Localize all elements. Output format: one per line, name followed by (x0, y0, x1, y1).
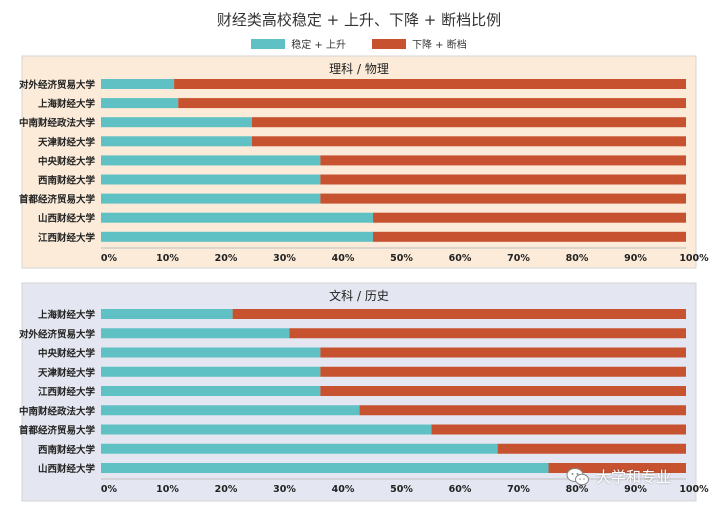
bar-decline (320, 174, 686, 185)
x-tick-label: 10% (156, 253, 179, 264)
category-label: 上海财经大学 (38, 309, 96, 321)
category-label: 山西财经大学 (38, 213, 96, 225)
bar-decline (497, 443, 686, 454)
category-label: 西南财经大学 (38, 444, 96, 456)
bar-decline (251, 117, 686, 128)
x-tick-label: 20% (215, 484, 238, 495)
bar-decline (320, 193, 686, 204)
bar-stable (101, 193, 321, 204)
bar-decline (373, 231, 686, 242)
chart-title: 财经类高校稳定 + 上升、下降 + 断档比例 (216, 11, 502, 29)
x-tick-label: 80% (566, 484, 589, 495)
bar-stable (101, 328, 290, 339)
legend: 稳定 + 上升 下降 + 断档 (0, 36, 718, 51)
bar-stable (101, 443, 498, 454)
legend-label-decline: 下降 + 断档 (412, 40, 467, 51)
x-tick-label: 60% (449, 484, 472, 495)
category-label: 江西财经大学 (38, 386, 96, 398)
bar-stable (101, 155, 321, 166)
x-tick-label: 40% (332, 484, 355, 495)
bar-stable (101, 174, 321, 185)
chart-panel-1: 理科 / 物理对外经济贸易大学上海财经大学中南财经政法大学天津财经大学中央财经大… (19, 55, 709, 269)
legend-item-decline: 下降 + 断档 (372, 36, 467, 51)
category-label: 江西财经大学 (38, 232, 96, 244)
bar-decline (320, 155, 686, 166)
panel-title: 理科 / 物理 (329, 62, 389, 76)
bar-decline (431, 424, 686, 435)
x-tick-label: 50% (390, 484, 413, 495)
bar-decline (548, 463, 686, 473)
bar-decline (178, 98, 686, 109)
chart-panel-2: 文科 / 历史上海财经大学对外经济贸易大学中央财经大学天津财经大学江西财经大学中… (19, 282, 709, 502)
x-tick-label: 20% (215, 253, 238, 264)
bar-decline (373, 212, 686, 223)
watermark-text: 大学和专业 (596, 468, 672, 486)
watermark: 大学和专业 (566, 466, 671, 487)
bar-stable (101, 386, 321, 396)
bar-decline (232, 309, 686, 319)
bar-decline (359, 405, 686, 416)
bar-decline (174, 79, 686, 89)
category-label: 首都经济贸易大学 (19, 194, 96, 206)
bar-decline (320, 347, 686, 358)
bar-decline (320, 366, 686, 377)
category-label: 中南财经政法大学 (19, 405, 96, 417)
bar-stable (101, 463, 549, 473)
x-tick-label: 50% (390, 253, 413, 264)
category-label: 天津财经大学 (38, 136, 96, 148)
x-tick-label: 30% (273, 484, 296, 495)
bar-decline (251, 136, 686, 147)
bar-stable (101, 366, 321, 377)
x-tick-label: 10% (156, 484, 179, 495)
category-label: 中央财经大学 (38, 155, 96, 167)
category-label: 对外经济贸易大学 (19, 79, 96, 91)
wechat-icon (566, 467, 589, 485)
legend-label-stable: 稳定 + 上升 (291, 40, 346, 51)
bar-decline (289, 328, 686, 339)
bar-stable (101, 212, 374, 223)
x-tick-label: 80% (566, 253, 589, 264)
x-tick-label: 0% (101, 253, 118, 264)
x-tick-label: 100% (679, 484, 709, 495)
legend-swatch-stable (251, 38, 286, 49)
x-tick-label: 0% (101, 484, 118, 495)
bar-decline (320, 386, 686, 396)
bar-stable (101, 424, 432, 435)
x-tick-label: 70% (507, 253, 530, 264)
category-label: 山西财经大学 (38, 463, 96, 475)
bar-stable (101, 309, 233, 319)
bar-stable (101, 117, 252, 128)
x-tick-label: 40% (332, 253, 355, 264)
bar-stable (101, 231, 374, 242)
category-label: 对外经济贸易大学 (19, 328, 96, 340)
x-tick-label: 90% (624, 253, 647, 264)
x-tick-label: 60% (449, 253, 472, 264)
bar-stable (101, 98, 179, 109)
category-label: 首都经济贸易大学 (19, 425, 96, 437)
category-label: 西南财经大学 (38, 175, 96, 187)
panel-title: 文科 / 历史 (329, 288, 389, 303)
bar-stable (101, 347, 321, 358)
category-label: 上海财经大学 (38, 98, 96, 110)
legend-swatch-decline (372, 38, 406, 49)
category-label: 中南财经政法大学 (19, 117, 96, 129)
bar-stable (101, 79, 175, 89)
x-tick-label: 70% (507, 484, 530, 495)
x-tick-label: 30% (273, 253, 296, 264)
legend-item-stable: 稳定 + 上升 (251, 36, 346, 51)
bar-stable (101, 136, 252, 147)
category-label: 中央财经大学 (38, 348, 96, 360)
bar-stable (101, 405, 360, 416)
x-tick-label: 100% (679, 253, 709, 264)
category-label: 天津财经大学 (38, 367, 96, 379)
x-tick-label: 90% (624, 484, 647, 495)
